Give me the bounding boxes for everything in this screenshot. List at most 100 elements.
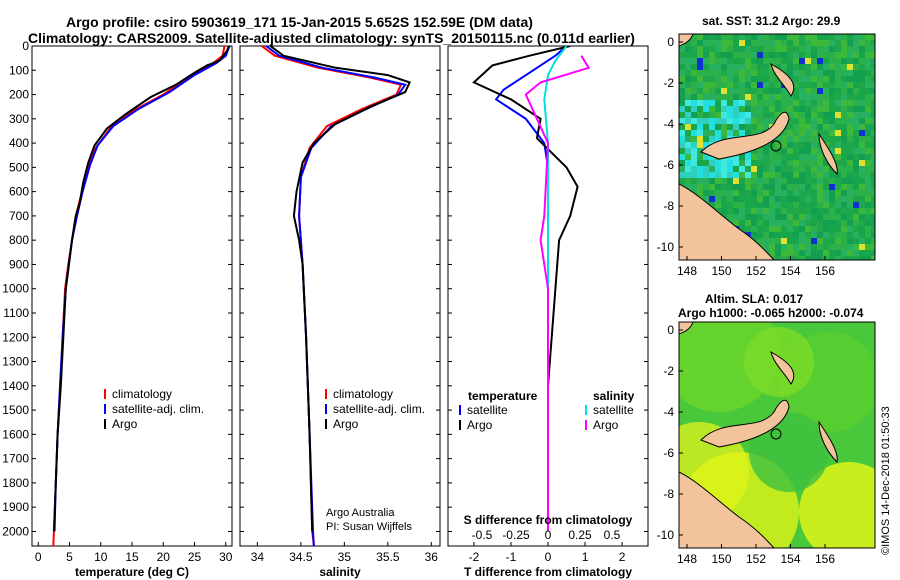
sst-map-cell: [841, 250, 847, 256]
sst-map-cell: [847, 244, 853, 250]
sst-map-cell: [697, 190, 703, 196]
sst-map-cell: [751, 64, 757, 70]
sst-lat-tick-label: 0: [667, 35, 674, 49]
sst-map-cell: [715, 124, 721, 130]
sla-lon-tick-label: 156: [815, 552, 835, 566]
sst-map-cell: [715, 34, 721, 40]
sst-map-cell: [781, 64, 787, 70]
sst-map-cell: [715, 202, 721, 208]
sst-map-cell: [703, 70, 709, 76]
sst-map-cell: [763, 112, 769, 118]
sst-map-cell: [805, 244, 811, 250]
sst-map-cell: [817, 250, 823, 256]
sst-map-cell: [745, 226, 751, 232]
sst-map-cell: [697, 82, 703, 88]
sst-map-cell: [805, 106, 811, 112]
sst-map-cell: [829, 82, 835, 88]
sst-map-cell: [805, 124, 811, 130]
sst-map-cell: [781, 40, 787, 46]
sst-map-cell: [757, 226, 763, 232]
sst-map-cell: [781, 58, 787, 64]
sst-map-cell: [685, 40, 691, 46]
sst-map-cell: [871, 52, 875, 58]
sst-map-cell: [721, 64, 727, 70]
sst-map-cell: [871, 100, 875, 106]
sst-map-cell: [865, 124, 871, 130]
sst-map-cell: [739, 196, 745, 202]
sst-map-cell: [853, 70, 859, 76]
sst-map-cell: [763, 52, 769, 58]
sst-map-cell: [835, 148, 841, 154]
sst-map-cell: [733, 208, 739, 214]
sst-map-cell: [775, 166, 781, 172]
sst-map-cell: [703, 52, 709, 58]
sst-map-cell: [817, 184, 823, 190]
sst-map-cell: [775, 190, 781, 196]
sst-map-cell: [727, 160, 733, 166]
sst-map-cell: [691, 82, 697, 88]
sst-map-cell: [679, 70, 685, 76]
sst-map-cell: [865, 82, 871, 88]
sst-map-cell: [679, 76, 685, 82]
sst-map-cell: [811, 154, 817, 160]
sst-map-cell: [835, 250, 841, 256]
sst-map-cell: [859, 226, 865, 232]
sst-map-cell: [769, 106, 775, 112]
sst-map-cell: [865, 52, 871, 58]
sst-map-cell: [691, 52, 697, 58]
sst-map-cell: [871, 196, 875, 202]
sst-map-cell: [739, 172, 745, 178]
sst-map-cell: [685, 172, 691, 178]
sst-map-cell: [715, 166, 721, 172]
sst-map-cell: [865, 142, 871, 148]
sst-map-cell: [853, 106, 859, 112]
sst-map-cell: [793, 250, 799, 256]
sst-map-cell: [733, 160, 739, 166]
sst-map-cell: [859, 82, 865, 88]
credit-annotation: Argo Australia: [326, 507, 395, 519]
sst-map-cell: [787, 130, 793, 136]
sst-map-cell: [871, 124, 875, 130]
sst-map-cell: [697, 172, 703, 178]
sst-map-cell: [823, 124, 829, 130]
sst-map-cell: [763, 166, 769, 172]
sst-map-cell: [769, 178, 775, 184]
sst-map-cell: [859, 250, 865, 256]
sst-map-cell: [823, 238, 829, 244]
sst-map-cell: [781, 106, 787, 112]
sst-map-cell: [697, 106, 703, 112]
sst-map-cell: [805, 238, 811, 244]
sst-map-cell: [781, 34, 787, 40]
sst-map-cell: [679, 94, 685, 100]
sst-map-cell: [751, 154, 757, 160]
sst-map-cell: [817, 106, 823, 112]
sst-map-cell: [751, 94, 757, 100]
sst-map-cell: [835, 220, 841, 226]
sst-map-cell: [721, 184, 727, 190]
sst-map-cell: [697, 52, 703, 58]
sst-map-cell: [805, 136, 811, 142]
sst-map-cell: [805, 70, 811, 76]
sst-map-cell: [799, 256, 805, 260]
sst-map-cell: [703, 172, 709, 178]
sst-map-cell: [685, 70, 691, 76]
sst-map-cell: [817, 58, 823, 64]
sst-map-cell: [835, 172, 841, 178]
sst-map-cell: [691, 166, 697, 172]
sst-map-cell: [763, 40, 769, 46]
sst-map-cell: [769, 112, 775, 118]
sst-map-cell: [697, 76, 703, 82]
sst-landmass-png: [679, 183, 775, 260]
salinity-xaxis-label: salinity: [319, 565, 361, 579]
sst-map-cell: [703, 58, 709, 64]
sst-map-cell: [811, 196, 817, 202]
sst-map-cell: [775, 256, 781, 260]
sst-map-cell: [733, 34, 739, 40]
sst-map-cell: [805, 160, 811, 166]
sst-map-cell: [793, 76, 799, 82]
sst-map-cell: [757, 184, 763, 190]
sst-map-cell: [853, 34, 859, 40]
difference-xtick-label: 2: [619, 550, 626, 564]
sst-map-cell: [679, 112, 685, 118]
sst-map-cell: [781, 160, 787, 166]
